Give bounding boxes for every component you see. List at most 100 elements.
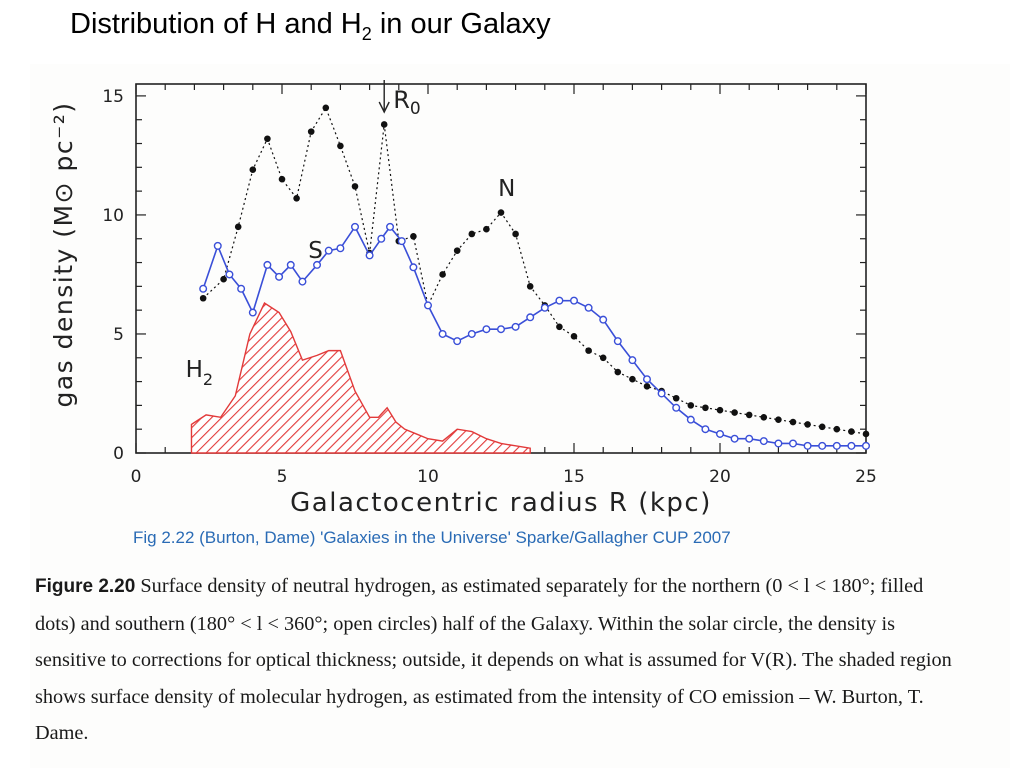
n-point xyxy=(643,383,651,390)
n-point xyxy=(716,406,724,414)
title-subscript: 2 xyxy=(361,23,372,44)
n-point xyxy=(278,175,286,183)
s-point xyxy=(225,270,234,279)
slide-title: Distribution of H and H2 in our Galaxy xyxy=(70,8,551,45)
n-point xyxy=(570,333,578,340)
s-point xyxy=(716,429,725,438)
s-point xyxy=(759,437,768,446)
n-point xyxy=(234,223,242,231)
n-point xyxy=(468,230,476,238)
n-point xyxy=(702,404,709,412)
s-point xyxy=(199,284,208,293)
n-point xyxy=(483,225,490,233)
s-point xyxy=(336,244,345,253)
n-point xyxy=(629,375,636,383)
series-label-n: N xyxy=(498,176,515,202)
s-point xyxy=(570,296,579,305)
n-point xyxy=(453,247,461,254)
s-point xyxy=(511,322,520,331)
n-point xyxy=(307,128,315,135)
n-point xyxy=(556,323,563,331)
x-tick-label: 20 xyxy=(709,467,731,487)
x-tick-label: 15 xyxy=(563,467,585,487)
figure-caption: Figure 2.20 Surface density of neutral h… xyxy=(35,568,955,752)
y-tick-label: 15 xyxy=(102,87,124,107)
s-point xyxy=(672,403,681,412)
s-point xyxy=(613,337,622,346)
h2-area xyxy=(190,301,531,454)
s-point xyxy=(453,337,462,346)
s-point xyxy=(497,325,506,334)
x-tick-label: 5 xyxy=(277,467,288,487)
s-point xyxy=(286,260,295,269)
s-point xyxy=(555,296,564,305)
n-point xyxy=(293,194,300,202)
scanned-figure-page xyxy=(30,64,1010,768)
x-axis-label: Galactocentric radius R (kpc) xyxy=(290,488,712,518)
s-point xyxy=(213,241,222,250)
series-label-h2: H2 xyxy=(186,357,213,389)
n-point xyxy=(687,402,695,409)
n-point xyxy=(731,409,738,416)
y-axis-label: gas density (M⊙ pc⁻²) xyxy=(49,101,78,407)
n-point xyxy=(337,142,344,150)
s-point xyxy=(686,415,695,424)
r0-label: R0 xyxy=(393,86,421,119)
s-point xyxy=(298,277,307,286)
n-point xyxy=(789,418,797,426)
title-text-end: in our Galaxy xyxy=(371,8,551,40)
n-point xyxy=(848,428,855,435)
s-point xyxy=(397,237,406,246)
n-point xyxy=(264,135,271,143)
r0-arrow-head xyxy=(378,101,390,114)
n-point xyxy=(614,368,622,376)
x-tick-label: 0 xyxy=(131,467,142,487)
caption-text: Surface density of neutral hydrogen, as … xyxy=(35,575,952,744)
n-point xyxy=(249,166,257,174)
n-point xyxy=(760,413,768,421)
s-point xyxy=(365,251,374,260)
n-point xyxy=(818,423,826,431)
s-point xyxy=(237,284,246,293)
s-point xyxy=(584,303,593,312)
s-point xyxy=(847,441,856,450)
s-point xyxy=(701,425,710,434)
n-point xyxy=(512,230,519,238)
x-tick-label: 10 xyxy=(417,467,439,487)
n-point xyxy=(804,421,811,428)
series-s: S xyxy=(199,222,871,450)
s-point xyxy=(386,222,395,231)
s-point xyxy=(657,389,666,398)
s-point xyxy=(862,441,871,450)
s-point xyxy=(377,234,386,243)
s-point xyxy=(730,434,739,443)
s-point xyxy=(324,246,333,255)
n-point xyxy=(410,233,417,240)
s-point xyxy=(745,434,754,443)
s-point xyxy=(409,263,418,272)
s-point xyxy=(275,272,284,281)
n-point xyxy=(585,347,592,354)
n-point xyxy=(199,294,207,302)
s-point xyxy=(818,441,827,450)
s-point xyxy=(424,301,433,310)
n-point xyxy=(526,283,534,290)
s-point xyxy=(482,325,491,334)
series-n: N xyxy=(199,104,870,438)
n-point xyxy=(833,425,841,433)
n-point xyxy=(775,416,782,423)
n-point xyxy=(220,275,227,283)
x-tick-label: 25 xyxy=(855,467,877,487)
s-point xyxy=(438,329,447,338)
series-h2: H2 xyxy=(186,301,531,454)
y-tick-label: 0 xyxy=(113,444,124,464)
n-point xyxy=(497,209,505,216)
n-point xyxy=(862,430,870,438)
caption-label: Figure 2.20 xyxy=(35,576,136,597)
s-point xyxy=(526,313,535,322)
s-point xyxy=(248,308,257,317)
s-point xyxy=(832,441,841,450)
s-point xyxy=(263,260,272,269)
n-point xyxy=(351,183,359,190)
